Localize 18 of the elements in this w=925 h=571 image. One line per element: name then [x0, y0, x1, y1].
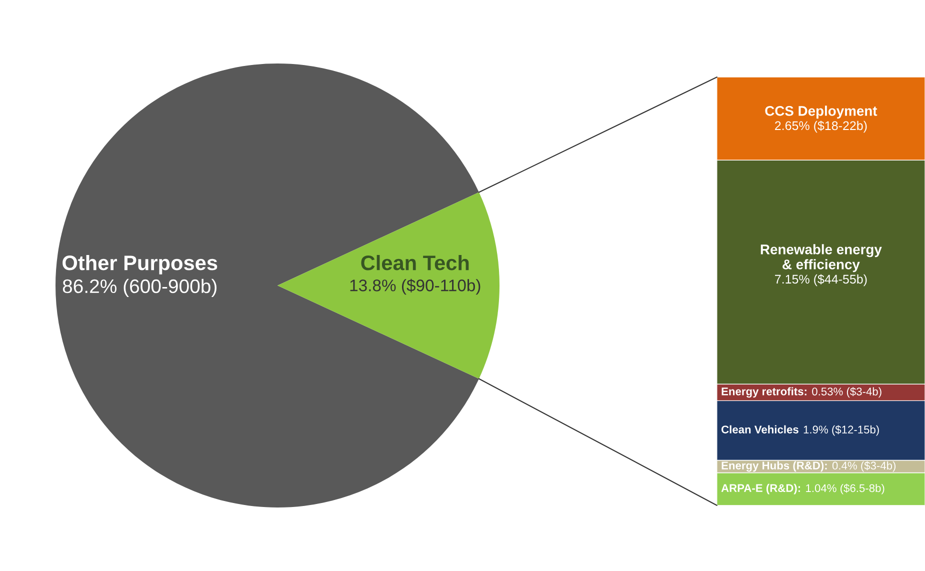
data-label: 86.2% (600-900b) — [62, 278, 216, 297]
series-label: Renewable energy & efficiency — [760, 244, 882, 272]
pie-slice — [278, 192, 500, 379]
data-label: 13.8% ($90-110b) — [350, 278, 480, 295]
data-label: 0.4% ($3-4b) — [832, 461, 896, 472]
data-label: 2.65% ($18-22b) — [775, 120, 867, 133]
series-label: Energy Hubs (R&D): — [722, 461, 827, 472]
pie-slice — [56, 64, 479, 508]
data-label: 0.53% ($3-4b) — [812, 387, 882, 398]
data-label: 7.15% ($44-55b) — [775, 274, 867, 286]
slice-label: Clean Tech — [361, 254, 469, 270]
data-label: 1.9% ($12-15b) — [804, 425, 879, 436]
series-label: Clean Vehicles — [721, 425, 798, 434]
data-label: 1.04% ($6.5-8b) — [806, 484, 884, 494]
series-label: CCS Deployment — [765, 106, 878, 119]
series-label: ARPA-E (R&D): — [721, 484, 800, 494]
series-label: Energy retrofits: — [722, 387, 806, 398]
slice-label: Other Purposes — [62, 254, 218, 274]
